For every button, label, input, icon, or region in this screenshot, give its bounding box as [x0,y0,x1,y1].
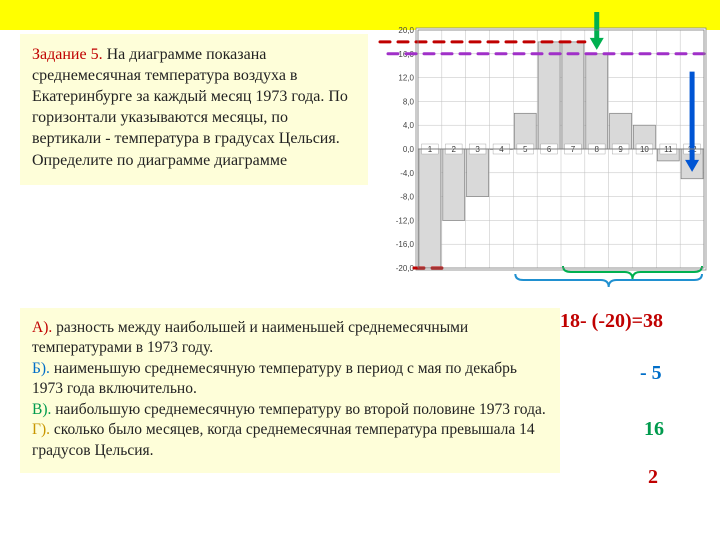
label-g: Г). [32,421,50,438]
answer-v: 16 [644,418,664,441]
question-a: А). разность между наибольшей и наименьш… [32,318,548,359]
answer-b: - 5 [640,362,662,385]
svg-text:11: 11 [664,145,673,154]
task-body: На диаграмме показана среднемесячная тем… [32,46,348,169]
svg-text:7: 7 [571,145,576,154]
text-a: разность между наибольшей и наименьшей с… [32,319,468,356]
answer-a: 18- (-20)=38 [560,310,663,333]
svg-text:10: 10 [640,145,649,154]
question-b: Б). наименьшую среднемесячную температур… [32,359,548,400]
temperature-chart: 20,016,012,08,04,00,0-4,0-8,0-12,0-16,0-… [378,12,708,294]
svg-text:8: 8 [595,145,600,154]
svg-text:20,0: 20,0 [398,26,414,35]
svg-text:9: 9 [618,145,623,154]
svg-text:-16,0: -16,0 [396,240,415,249]
svg-text:4: 4 [499,145,504,154]
label-a: А). [32,319,52,336]
svg-text:6: 6 [547,145,552,154]
svg-text:0,0: 0,0 [403,145,415,154]
task-title: Задание 5. [32,46,103,63]
answer-g: 2 [648,466,658,489]
question-g: Г). сколько было месяцев, когда среднеме… [32,420,548,461]
svg-text:3: 3 [475,145,480,154]
question-v: В). наибольшую среднемесячную температур… [32,400,548,420]
text-b: наименьшую среднемесячную температуру в … [32,360,517,397]
svg-text:-12,0: -12,0 [396,216,415,225]
svg-text:-8,0: -8,0 [400,193,414,202]
task-box: Задание 5. На диаграмме показана среднем… [20,34,368,185]
svg-text:4,0: 4,0 [403,121,415,130]
svg-text:2: 2 [452,145,457,154]
svg-text:-4,0: -4,0 [400,169,414,178]
label-b: Б). [32,360,50,377]
svg-text:5: 5 [523,145,528,154]
text-v: наибольшую среднемесячную температуру во… [51,401,545,418]
svg-text:1: 1 [428,145,433,154]
svg-text:12,0: 12,0 [398,74,414,83]
svg-text:-20,0: -20,0 [396,264,415,273]
label-v: В). [32,401,51,418]
text-g: сколько было месяцев, когда среднемесячн… [32,421,535,458]
questions-box: А). разность между наибольшей и наименьш… [20,308,560,473]
svg-text:8,0: 8,0 [403,97,415,106]
